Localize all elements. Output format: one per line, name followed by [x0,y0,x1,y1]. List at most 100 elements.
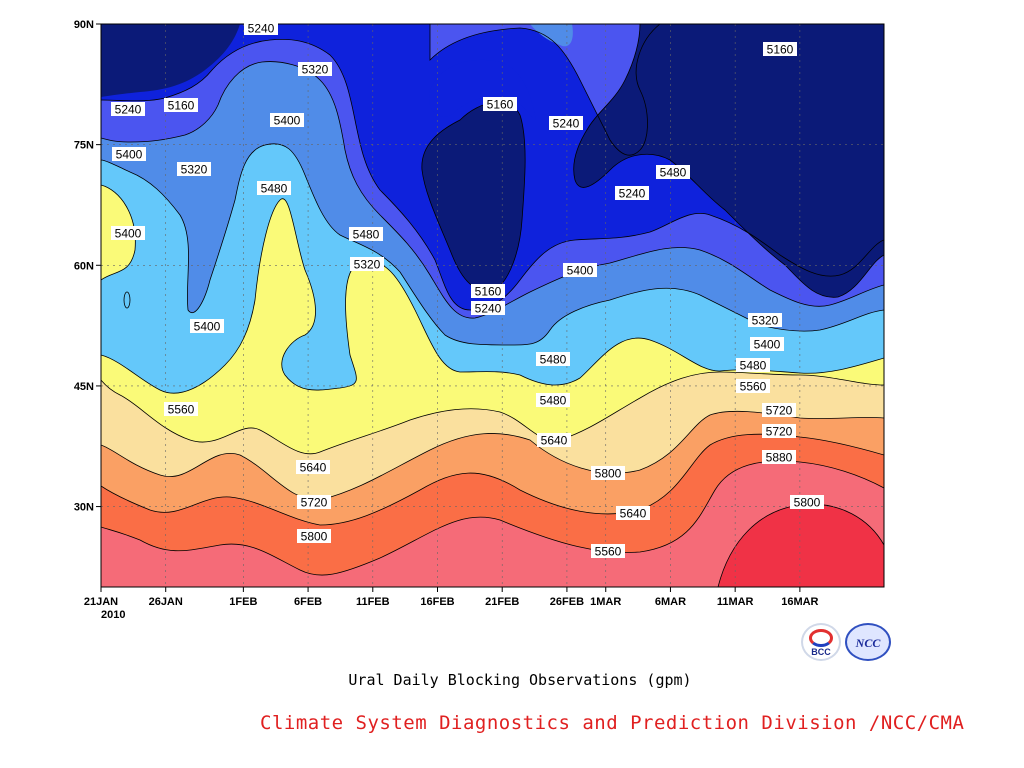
contour-label-bg [748,313,782,327]
contour-label-bg [616,506,650,520]
contour-label: 5320 [350,257,384,272]
contour-label-bg [549,116,583,130]
contour-label: 5400 [750,337,784,352]
contour-label: 5240 [471,301,505,316]
contour-label-bg [762,450,796,464]
contour-label: 5480 [536,352,570,367]
y-axis: 90N 75N 60N 45N 30N [74,19,101,514]
fill-level-5160c [429,59,536,121]
contour-label-text: 5240 [248,22,275,36]
contour-line-5400 [101,198,884,394]
contour-line-5240b [429,24,661,156]
contour-label: 5480 [736,358,770,373]
ncc-logo: NCC [845,623,891,661]
contour-label: 5560 [591,544,625,559]
contour-label-text: 5320 [354,258,381,272]
contour-label-text: 5640 [541,434,568,448]
contour-label-text: 5560 [168,403,195,417]
grid-lines [101,24,884,587]
contour-label-text: 5480 [353,228,380,242]
contour-label: 5560 [164,402,198,417]
contour-label-text: 5320 [181,163,208,177]
contour-label-text: 5480 [740,359,767,373]
contour-label: 5400 [190,319,224,334]
contour-label-bg [471,284,505,298]
contour-label-text: 5160 [475,285,502,299]
contour-label-text: 5720 [766,404,793,418]
contour-label: 5400 [563,263,597,278]
contour-label-text: 5800 [301,530,328,544]
contour-label-text: 5240 [115,103,142,117]
x-year-label: 2010 [101,609,125,621]
x-tick-label: 21JAN [84,596,118,608]
y-tick-label: 60N [74,260,94,272]
contour-lines [101,24,884,587]
contour-label-text: 5400 [567,264,594,278]
contour-label-text: 5320 [302,63,329,77]
contour-label-text: 5320 [752,314,779,328]
contour-label: 5480 [349,227,383,242]
contour-label: 5480 [257,181,291,196]
x-tick-label: 16FEB [420,596,454,608]
contour-label: 5320 [748,313,782,328]
y-tick-label: 75N [74,140,94,152]
contour-label: 5320 [298,62,332,77]
contour-label: 5800 [591,466,625,481]
ncc-logo-text: NCC [855,636,881,650]
contour-line-5320 [101,143,884,346]
fill-level-below-5160 [101,24,240,97]
x-tick-label: 16MAR [781,596,818,608]
contour-label-bg [298,62,332,76]
contour-label: 5400 [111,226,145,241]
contour-label-text: 5480 [540,353,567,367]
contour-label-bg [762,403,796,417]
contour-label-bg [536,352,570,366]
contour-labels: 5240 5320 5160 5240 5400 5160 5240 5400 5320 5480… [111,21,824,559]
x-tick-label: 11MAR [717,596,754,608]
contour-label-bg [297,529,331,543]
y-tick-label: 90N [74,19,94,31]
x-tick-label: 26FEB [550,596,584,608]
x-tick-label: 26JAN [149,596,183,608]
contour-label: 5640 [616,506,650,521]
contour-label: 5560 [736,379,770,394]
bcc-logo-text: BCC [811,647,831,657]
contour-label-bg [190,319,224,333]
contour-label-bg [656,165,690,179]
x-tick-label: 1FEB [229,596,257,608]
plot-frame [100,23,885,588]
contour-label-bg [297,495,331,509]
contour-label: 5240 [244,21,278,36]
contour-label-text: 5160 [487,98,514,112]
contour-label-text: 5880 [766,451,793,465]
chart-subtitle: Ural Daily Blocking Observations (gpm) [348,671,692,689]
contour-label: 5880 [762,450,796,465]
contour-label: 5240 [615,186,649,201]
contour-label-bg [591,466,625,480]
bcc-emblem-icon [809,629,833,647]
contour-label: 5720 [762,403,796,418]
contour-label-bg [350,257,384,271]
contour-label: 5400 [270,113,304,128]
contour-label-bg [615,186,649,200]
contour-line-5640 [101,433,884,526]
contour-label-text: 5480 [540,394,567,408]
x-tick-label: 21FEB [485,596,519,608]
contour-label: 5640 [296,460,330,475]
contour-label-text: 5800 [595,467,622,481]
contour-label-text: 5560 [595,545,622,559]
contour-label-bg [563,263,597,277]
contour-label: 5160 [471,284,505,299]
contour-line-5480c [101,184,136,281]
contour-label-bg [736,358,770,372]
contour-label: 5320 [177,162,211,177]
contour-label: 5240 [549,116,583,131]
contour-label-text: 5160 [767,43,794,57]
contour-label: 5480 [656,165,690,180]
contour-label-bg [270,113,304,127]
contour-label-text: 5400 [754,338,781,352]
contour-label-bg [537,433,571,447]
contour-label-bg [483,97,517,111]
x-tick-label: 1MAR [590,596,621,608]
